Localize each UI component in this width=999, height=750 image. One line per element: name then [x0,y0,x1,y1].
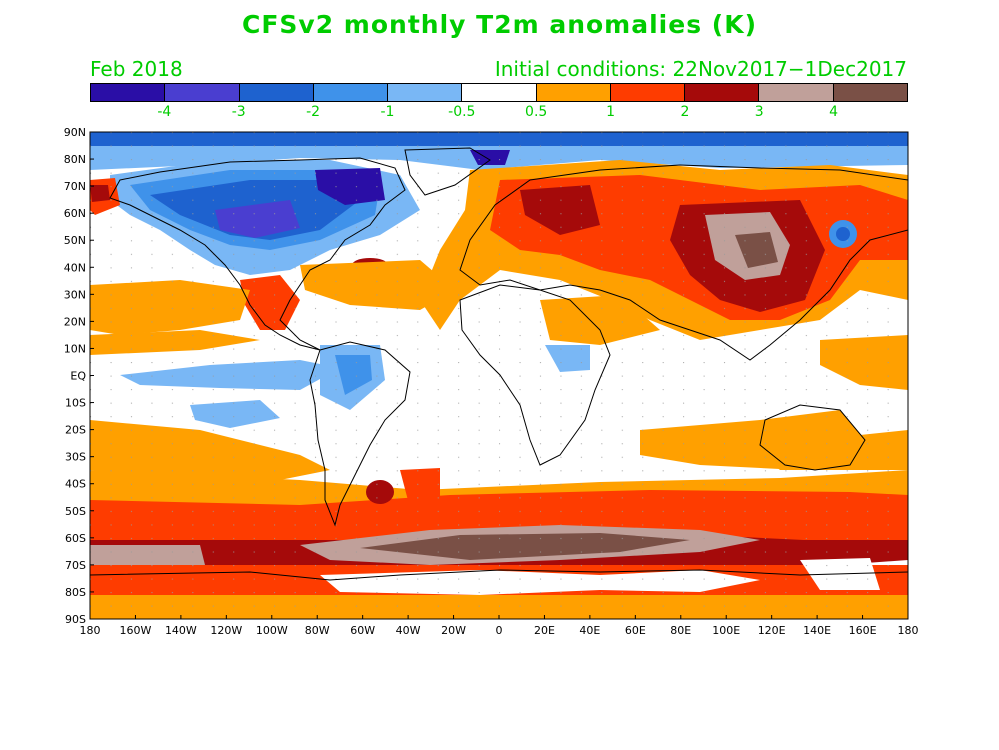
map-title: CFSv2 monthly T2m anomalies (K) [241,10,758,39]
longitude-tick-label: 160W [120,624,152,637]
longitude-tick-label: 80E [670,624,691,637]
longitude-tick-label: 80W [305,624,330,637]
colorbar-label: 4 [829,104,839,120]
latitude-tick-label: 50N [64,234,86,247]
latitude-tick-label: 10S [65,397,86,410]
latitude-tick-label: 30S [65,451,86,464]
latitude-tick-label: 10N [64,342,86,355]
colorbar-label: 1 [606,104,615,120]
coastlines [90,147,908,581]
longitude-tick-label: 140W [165,624,197,637]
colorbar-segment [833,84,907,101]
anomaly-field [90,132,908,619]
latitude-tick-label: 20N [64,315,86,328]
latitude-tick-label: 50S [65,505,86,518]
latitude-tick-label: 80S [65,586,86,599]
latitude-tick-label: 70N [64,180,86,193]
latitude-tick-label: 90S [65,613,86,626]
longitude-tick-label: 160E [849,624,877,637]
colorbar-segment [685,84,760,101]
colorbar-segment [536,84,611,101]
longitude-tick-label: 100W [256,624,288,637]
longitude-tick-label: 120E [758,624,786,637]
longitude-tick-label: 20E [534,624,555,637]
latitude-tick-label: EQ [70,370,86,383]
colorbar-label: -0.5 [448,104,476,120]
colorbar-segment [759,84,834,101]
colorbar-label: 3 [754,104,764,120]
valid-month-label: Feb 2018 [90,57,183,81]
longitude-tick-label: 40E [579,624,600,637]
initial-conditions-label: Initial conditions: 22Nov2017−1Dec2017 [494,57,907,81]
longitude-tick-label: 140E [803,624,831,637]
latitude-tick-label: 20S [65,424,86,437]
colorbar-segment [165,84,240,101]
latitude-tick-label: 60S [65,532,86,545]
colorbar-label: -1 [380,104,395,120]
longitude-tick-label: 60W [350,624,375,637]
colorbar-segment [91,84,166,101]
colorbar-segment [239,84,314,101]
longitude-tick-label: 0 [496,624,503,637]
latitude-tick-label: 70S [65,559,86,572]
longitude-tick-label: 120W [210,624,242,637]
longitude-tick-label: 180 [898,624,919,637]
latitude-tick-label: 40N [64,261,86,274]
latitude-axis: 90N 80N 70N 60N 50N 40N 30N 20N 10N EQ 10S 20S 30S 40… [64,126,94,626]
longitude-tick-label: 20W [441,624,466,637]
colorbar-segment [388,84,463,101]
latitude-tick-label: 30N [64,288,86,301]
colorbar-segment [313,84,389,101]
colorbar-label: -2 [306,104,321,120]
latitude-tick-label: 60N [64,207,86,220]
colorbar [90,83,908,102]
colorbar-label: -3 [231,104,246,120]
longitude-tick-label: 40W [396,624,421,637]
colorbar-label: 0.5 [525,104,548,120]
longitude-axis: 180 160W 140W 120W 100W 80W 60W 40W 20W 0 20E 40E 60… [80,615,919,637]
latitude-tick-label: 40S [65,478,86,491]
latitude-tick-label: 80N [64,153,86,166]
longitude-tick-label: 180 [80,624,101,637]
colorbar-label: -4 [157,104,172,120]
longitude-tick-label: 60E [625,624,646,637]
colorbar-segment [462,84,537,101]
longitude-tick-label: 100E [712,624,740,637]
latitude-tick-label: 90N [64,126,86,139]
colorbar-segment [610,84,686,101]
colorbar-label: 2 [680,104,690,120]
